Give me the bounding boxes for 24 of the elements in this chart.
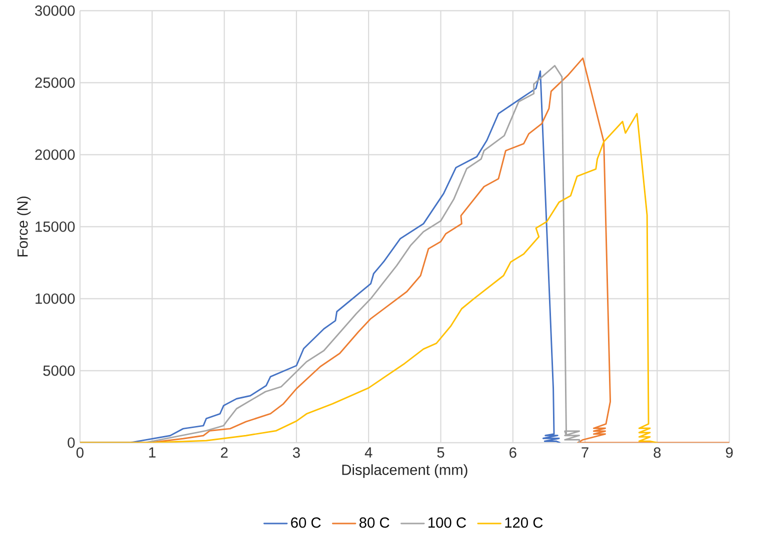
legend-label: 80 C <box>359 517 390 528</box>
x-tick-label: 8 <box>654 447 661 458</box>
y-tick-label: 20000 <box>35 149 75 160</box>
y-axis-title: Force (N) <box>17 196 31 256</box>
x-tick-label: 6 <box>510 447 516 458</box>
y-tick-label: 5000 <box>43 365 75 376</box>
x-tick-label: 5 <box>437 447 444 458</box>
x-tick-label: 0 <box>76 447 84 458</box>
x-tick-label: 7 <box>582 447 588 458</box>
y-tick-label: 30000 <box>35 5 75 16</box>
line-series <box>80 112 658 443</box>
y-tick-label: 0 <box>68 437 75 448</box>
legend-label: 120 C <box>505 517 543 528</box>
x-tick-label: 3 <box>292 447 300 458</box>
y-tick-label: 25000 <box>35 77 75 88</box>
x-tick-label: 4 <box>364 447 372 458</box>
y-tick-label: 15000 <box>36 221 75 232</box>
legend-label: 60 C <box>291 517 321 528</box>
legend-label: 100 C <box>428 517 466 528</box>
y-tick-label: 10000 <box>36 293 75 304</box>
x-tick-label: 9 <box>726 447 733 458</box>
x-tick-label: 2 <box>220 447 228 458</box>
x-axis-title: Displacement (mm) <box>342 464 468 478</box>
x-tick-label: 1 <box>149 447 156 458</box>
